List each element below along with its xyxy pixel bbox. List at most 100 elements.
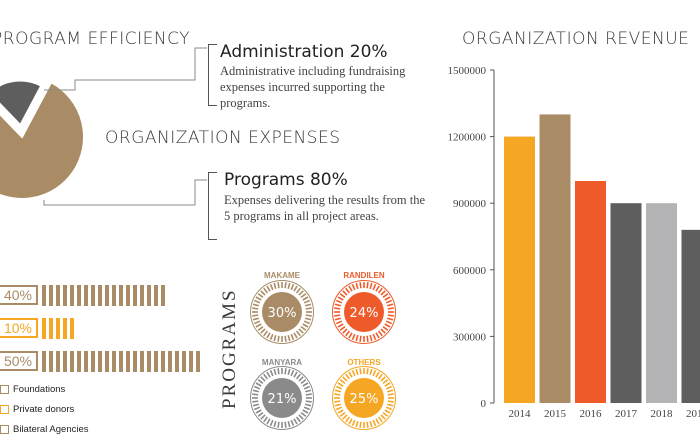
ring-tick — [342, 328, 348, 334]
ring-tick — [302, 382, 309, 387]
x-tick-label: 2015 — [544, 408, 567, 420]
ring-outline — [332, 366, 396, 430]
funding-stripe — [175, 351, 179, 372]
ring-tick — [369, 368, 373, 376]
funding-stripe — [105, 285, 109, 306]
revenue-bar-2018 — [646, 203, 677, 403]
ring-tick — [386, 389, 394, 393]
funding-stripe — [154, 285, 158, 306]
ring-tick — [293, 371, 298, 378]
ring-tick — [255, 296, 262, 301]
ring-tick — [293, 285, 298, 292]
ring-tick — [295, 330, 301, 337]
program-efficiency-title: PROGRAM EFFICIENCY — [0, 29, 191, 49]
ring-tick — [252, 389, 260, 393]
y-tick-label: 1200000 — [448, 132, 487, 144]
ring-tick — [305, 400, 312, 403]
ring-tick — [372, 333, 377, 341]
funding-stripe — [196, 351, 200, 372]
ring-tick — [300, 325, 307, 331]
ring-tick — [334, 317, 342, 321]
ring-tick — [263, 287, 269, 294]
ring-tick — [355, 368, 359, 376]
ring-tick — [348, 418, 353, 425]
ring-tick — [375, 332, 380, 339]
ring-tick — [377, 330, 383, 337]
ring-tick — [385, 385, 393, 390]
ring-tick — [257, 325, 264, 331]
funding-stripe — [42, 351, 46, 372]
ring-tick — [295, 287, 301, 294]
funding-stripe — [98, 351, 102, 372]
ring-tick — [273, 334, 277, 342]
ring-tick — [304, 389, 312, 393]
ring-tick — [339, 411, 346, 417]
ring-tick — [382, 379, 389, 385]
ring-tick — [298, 290, 304, 296]
ring-tick — [273, 368, 277, 376]
ring-tick — [335, 385, 343, 390]
ring-tick — [303, 406, 311, 411]
funding-bar-1 — [42, 318, 74, 339]
ring-tick — [284, 421, 287, 428]
y-tick-label: 300000 — [453, 331, 487, 343]
ring-tick — [345, 373, 351, 380]
ring-tick — [273, 420, 277, 428]
ring-tick — [263, 373, 269, 380]
y-tick-label: 600000 — [453, 265, 487, 277]
ring-tick — [372, 283, 377, 291]
ring-tick — [298, 328, 304, 334]
ring-tick — [302, 409, 309, 414]
ring-tick — [386, 317, 394, 321]
ring-tick — [334, 400, 341, 403]
ring-tick — [255, 382, 262, 387]
ring-tick — [351, 419, 356, 427]
ring-tick — [366, 282, 369, 289]
programs-leader-line — [43, 179, 207, 206]
funding-stripe — [77, 285, 81, 306]
ring-tick — [377, 416, 383, 423]
ring-tick — [298, 414, 304, 420]
ring-tick — [334, 314, 341, 317]
program-ring-makame: 30% — [250, 280, 314, 344]
ring-tick — [382, 411, 389, 417]
legend-swatch-private — [0, 404, 9, 414]
ring-tick — [295, 416, 301, 423]
funding-stripe — [98, 285, 102, 306]
revenue-bar-2015 — [539, 114, 571, 404]
revenue-bar-chart: 0 300000 600000 900000 1200000 1500000 2014 201… — [448, 65, 700, 420]
funding-stripe — [189, 351, 193, 372]
funding-bar-2 — [42, 351, 200, 372]
funding-stripe — [140, 285, 144, 306]
ring-tick — [359, 368, 362, 375]
ring-tick — [269, 369, 274, 377]
ring-tick — [305, 393, 312, 396]
ring-tick — [287, 282, 291, 290]
ring-tick — [269, 333, 274, 341]
ring-tick — [348, 371, 353, 378]
ring-tick — [384, 382, 391, 387]
funding-stripe — [56, 318, 60, 339]
ring-tick — [290, 333, 295, 341]
ring-tick — [260, 414, 266, 420]
ring-tick — [293, 418, 298, 425]
legend-private-donors: Private donors — [0, 404, 74, 415]
funding-stripe — [112, 285, 116, 306]
program-value-manyara: 21% — [268, 392, 297, 407]
program-rings: 30% 24% 21% 25% — [250, 280, 396, 430]
revenue-bar-2016 — [575, 181, 606, 403]
ring-tick — [351, 333, 356, 341]
ring-tick — [339, 379, 346, 385]
funding-stripe — [56, 285, 60, 306]
ring-outline — [332, 280, 396, 344]
ring-tick — [269, 419, 274, 427]
funding-stripe — [168, 351, 172, 372]
program-value-randilen: 24% — [350, 306, 379, 321]
funding-stripe — [161, 351, 165, 372]
ring-tick — [334, 403, 342, 407]
ring-tick — [380, 414, 386, 420]
funding-stripe — [49, 351, 53, 372]
ring-tick — [359, 282, 362, 289]
funding-stripe — [126, 285, 130, 306]
funding-stripe — [147, 351, 151, 372]
